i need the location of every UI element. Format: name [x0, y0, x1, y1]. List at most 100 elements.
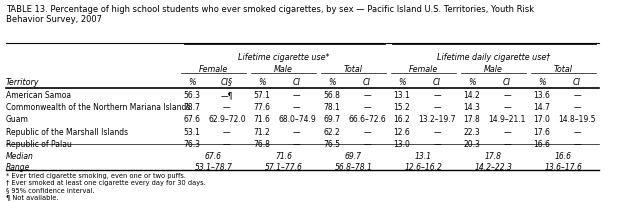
- Text: —¶: —¶: [221, 91, 233, 100]
- Text: Territory: Territory: [6, 78, 40, 87]
- Text: Total: Total: [554, 65, 573, 74]
- Text: —: —: [223, 103, 231, 112]
- Text: Lifetime daily cigarette use†: Lifetime daily cigarette use†: [437, 53, 550, 62]
- Text: —: —: [363, 128, 370, 137]
- Text: CI: CI: [363, 78, 371, 87]
- Text: 57.1–77.6: 57.1–77.6: [265, 163, 303, 172]
- Text: 56.8–78.1: 56.8–78.1: [335, 163, 372, 172]
- Text: %: %: [538, 78, 546, 87]
- Text: CI§: CI§: [221, 78, 233, 87]
- Text: 69.7: 69.7: [324, 115, 340, 124]
- Text: 15.2: 15.2: [394, 103, 410, 112]
- Text: %: %: [328, 78, 336, 87]
- Text: —: —: [363, 103, 370, 112]
- Text: %: %: [188, 78, 196, 87]
- Text: Median: Median: [6, 152, 34, 161]
- Text: 13.6: 13.6: [533, 91, 551, 100]
- Text: 76.5: 76.5: [324, 140, 340, 149]
- Text: 12.6–16.2: 12.6–16.2: [404, 163, 442, 172]
- Text: —: —: [573, 91, 581, 100]
- Text: Republic of the Marshall Islands: Republic of the Marshall Islands: [6, 128, 128, 137]
- Text: —: —: [293, 140, 301, 149]
- Text: 66.6–72.6: 66.6–72.6: [348, 115, 386, 124]
- Text: 71.6: 71.6: [253, 115, 271, 124]
- Text: 17.6: 17.6: [533, 128, 551, 137]
- Text: 56.8: 56.8: [324, 91, 340, 100]
- Text: † Ever smoked at least one cigarette every day for 30 days.: † Ever smoked at least one cigarette eve…: [6, 180, 206, 186]
- Text: 71.2: 71.2: [254, 128, 271, 137]
- Text: 56.3: 56.3: [183, 91, 201, 100]
- Text: 13.2–19.7: 13.2–19.7: [418, 115, 456, 124]
- Text: —: —: [433, 91, 441, 100]
- Text: 77.6: 77.6: [253, 103, 271, 112]
- Text: Lifetime cigarette use*: Lifetime cigarette use*: [238, 53, 329, 62]
- Text: 14.9–21.1: 14.9–21.1: [488, 115, 526, 124]
- Text: 17.8: 17.8: [485, 152, 502, 161]
- Text: —: —: [433, 128, 441, 137]
- Text: 53.1–78.7: 53.1–78.7: [194, 163, 232, 172]
- Text: 22.3: 22.3: [463, 128, 480, 137]
- Text: %: %: [258, 78, 266, 87]
- Text: 14.7: 14.7: [533, 103, 551, 112]
- Text: Female: Female: [409, 65, 438, 74]
- Text: 76.3: 76.3: [183, 140, 201, 149]
- Text: 78.7: 78.7: [183, 103, 200, 112]
- Text: 17.8: 17.8: [463, 115, 480, 124]
- Text: —: —: [503, 91, 511, 100]
- Text: 13.0: 13.0: [394, 140, 410, 149]
- Text: 14.3: 14.3: [463, 103, 481, 112]
- Text: CI: CI: [503, 78, 511, 87]
- Text: —: —: [573, 140, 581, 149]
- Text: %: %: [398, 78, 406, 87]
- Text: 14.8–19.5: 14.8–19.5: [558, 115, 596, 124]
- Text: —: —: [293, 103, 301, 112]
- Text: 76.8: 76.8: [253, 140, 271, 149]
- Text: 67.6: 67.6: [205, 152, 222, 161]
- Text: 68.0–74.9: 68.0–74.9: [278, 115, 316, 124]
- Text: 69.7: 69.7: [345, 152, 362, 161]
- Text: 78.1: 78.1: [324, 103, 340, 112]
- Text: CI: CI: [573, 78, 581, 87]
- Text: —: —: [223, 128, 231, 137]
- Text: 67.6: 67.6: [183, 115, 201, 124]
- Text: * Ever tried cigarette smoking, even one or two puffs.: * Ever tried cigarette smoking, even one…: [6, 173, 186, 179]
- Text: —: —: [573, 128, 581, 137]
- Text: —: —: [503, 140, 511, 149]
- Text: —: —: [573, 103, 581, 112]
- Text: 16.6: 16.6: [555, 152, 572, 161]
- Text: 16.2: 16.2: [394, 115, 410, 124]
- Text: %: %: [468, 78, 476, 87]
- Text: 57.1: 57.1: [253, 91, 271, 100]
- Text: 62.2: 62.2: [324, 128, 340, 137]
- Text: 13.1: 13.1: [415, 152, 432, 161]
- Text: Guam: Guam: [6, 115, 29, 124]
- Text: 14.2–22.3: 14.2–22.3: [474, 163, 513, 172]
- Text: 17.0: 17.0: [533, 115, 551, 124]
- Text: —: —: [223, 140, 231, 149]
- Text: Total: Total: [344, 65, 363, 74]
- Text: 62.9–72.0: 62.9–72.0: [208, 115, 246, 124]
- Text: 14.2: 14.2: [463, 91, 480, 100]
- Text: —: —: [293, 91, 301, 100]
- Text: —: —: [433, 103, 441, 112]
- Text: —: —: [363, 91, 370, 100]
- Text: —: —: [503, 128, 511, 137]
- Text: —: —: [433, 140, 441, 149]
- Text: CI: CI: [293, 78, 301, 87]
- Text: TABLE 13. Percentage of high school students who ever smoked cigarettes, by sex : TABLE 13. Percentage of high school stud…: [6, 5, 534, 24]
- Text: 71.6: 71.6: [275, 152, 292, 161]
- Text: 16.6: 16.6: [533, 140, 551, 149]
- Text: Commonwealth of the Northern Mariana Islands: Commonwealth of the Northern Mariana Isl…: [6, 103, 190, 112]
- Text: 20.3: 20.3: [463, 140, 481, 149]
- Text: Republic of Palau: Republic of Palau: [6, 140, 72, 149]
- Text: Female: Female: [199, 65, 228, 74]
- Text: Range: Range: [6, 163, 30, 172]
- Text: 13.6–17.6: 13.6–17.6: [545, 163, 583, 172]
- Text: —: —: [293, 128, 301, 137]
- Text: Male: Male: [484, 65, 503, 74]
- Text: American Samoa: American Samoa: [6, 91, 71, 100]
- Text: ¶ Not available.: ¶ Not available.: [6, 194, 58, 200]
- Text: 13.1: 13.1: [394, 91, 410, 100]
- Text: CI: CI: [433, 78, 441, 87]
- Text: Male: Male: [274, 65, 293, 74]
